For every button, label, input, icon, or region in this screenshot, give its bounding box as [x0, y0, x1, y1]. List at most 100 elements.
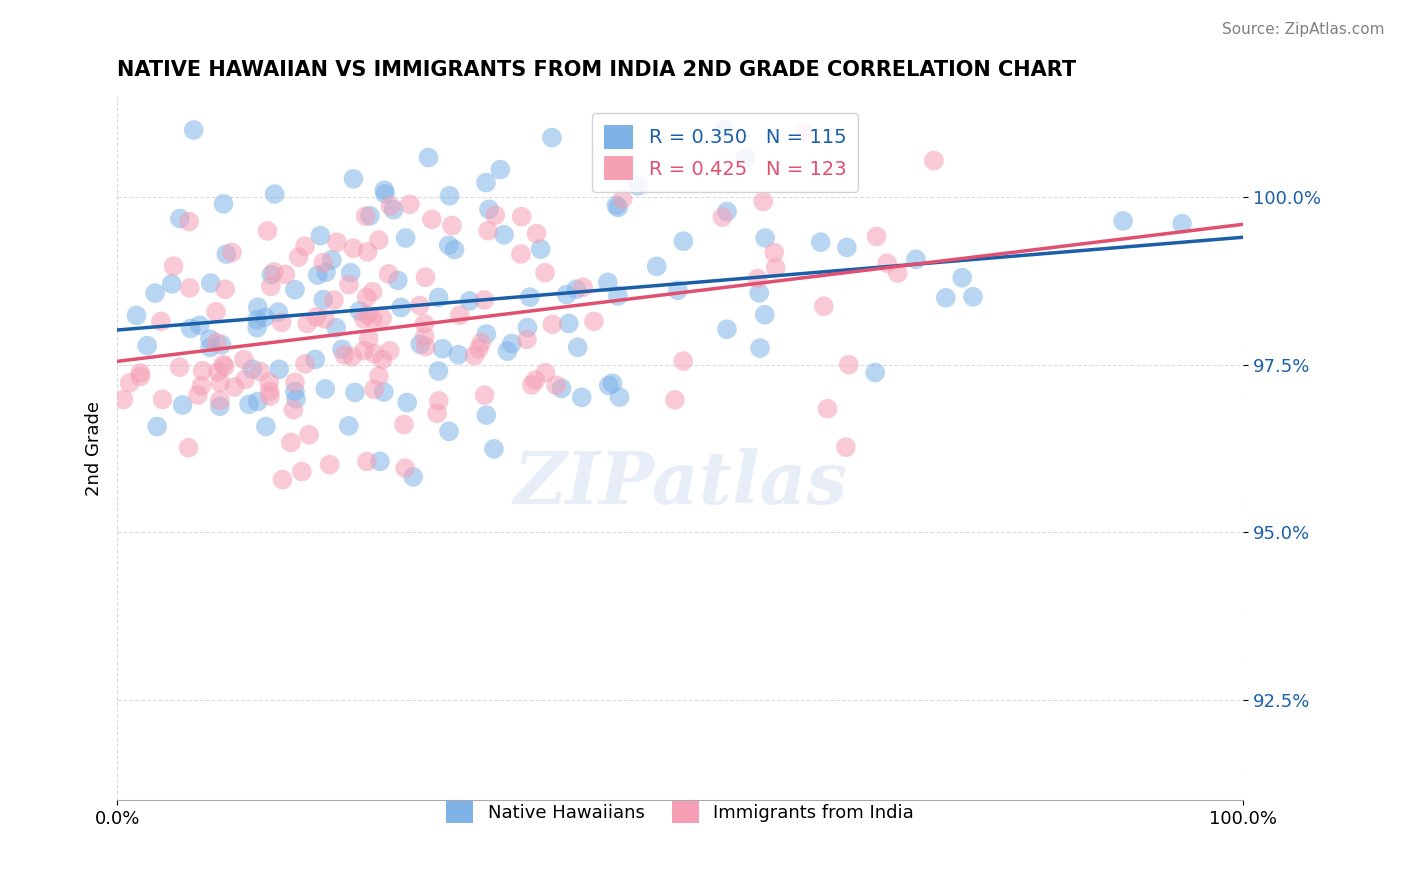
Point [876, 256, 898, 270]
Point [125, 309, 148, 323]
Point [233, 372, 256, 386]
Point [339, 266, 361, 280]
Point [747, 271, 769, 285]
Point [263, 265, 285, 279]
Point [571, 391, 593, 405]
Point [270, 316, 292, 330]
Point [555, 287, 578, 301]
Point [501, 336, 523, 351]
Point [392, 417, 415, 432]
Point [298, 427, 321, 442]
Point [246, 320, 269, 334]
Point [208, 393, 231, 408]
Point [558, 317, 581, 331]
Point [304, 352, 326, 367]
Point [315, 265, 337, 279]
Point [426, 406, 449, 420]
Point [887, 266, 910, 280]
Point [496, 344, 519, 359]
Point [432, 342, 454, 356]
Point [713, 123, 735, 137]
Point [572, 280, 595, 294]
Point [169, 211, 191, 226]
Point [312, 255, 335, 269]
Point [413, 317, 436, 331]
Point [672, 234, 695, 248]
Point [238, 397, 260, 411]
Point [361, 311, 384, 326]
Point [838, 358, 860, 372]
Point [294, 239, 316, 253]
Text: Source: ZipAtlas.com: Source: ZipAtlas.com [1222, 22, 1385, 37]
Point [190, 379, 212, 393]
Point [215, 247, 238, 261]
Point [357, 332, 380, 346]
Point [437, 238, 460, 252]
Point [530, 242, 553, 256]
Point [612, 192, 634, 206]
Point [516, 320, 538, 334]
Point [291, 465, 314, 479]
Point [672, 354, 695, 368]
Point [333, 348, 356, 362]
Point [330, 343, 353, 357]
Point [285, 392, 308, 406]
Point [172, 398, 194, 412]
Point [534, 266, 557, 280]
Point [380, 199, 402, 213]
Point [420, 212, 443, 227]
Point [510, 210, 533, 224]
Point [734, 151, 756, 165]
Point [224, 380, 246, 394]
Point [749, 341, 772, 355]
Point [242, 362, 264, 376]
Point [160, 277, 183, 291]
Point [567, 340, 589, 354]
Point [418, 151, 440, 165]
Point [598, 378, 620, 392]
Point [666, 283, 689, 297]
Point [149, 314, 172, 328]
Point [359, 209, 381, 223]
Point [263, 187, 285, 202]
Point [232, 352, 254, 367]
Point [765, 260, 787, 275]
Point [835, 240, 858, 254]
Point [187, 388, 209, 402]
Point [337, 418, 360, 433]
Point [284, 283, 307, 297]
Point [363, 382, 385, 396]
Point [146, 419, 169, 434]
Point [810, 235, 832, 249]
Point [280, 435, 302, 450]
Point [402, 470, 425, 484]
Point [475, 326, 498, 341]
Point [1112, 214, 1135, 228]
Point [179, 281, 201, 295]
Point [904, 252, 927, 267]
Point [754, 231, 776, 245]
Point [477, 224, 499, 238]
Point [716, 204, 738, 219]
Point [129, 369, 152, 384]
Point [214, 359, 236, 374]
Point [367, 233, 389, 247]
Point [284, 376, 307, 390]
Point [413, 330, 436, 344]
Point [534, 366, 557, 380]
Point [627, 178, 650, 193]
Point [482, 442, 505, 456]
Point [214, 282, 236, 296]
Point [246, 300, 269, 314]
Point [484, 208, 506, 222]
Point [475, 176, 498, 190]
Point [449, 308, 471, 322]
Point [318, 458, 340, 472]
Point [256, 224, 278, 238]
Point [259, 384, 281, 399]
Point [468, 342, 491, 356]
Point [260, 268, 283, 282]
Point [441, 219, 464, 233]
Point [478, 202, 501, 217]
Point [188, 318, 211, 333]
